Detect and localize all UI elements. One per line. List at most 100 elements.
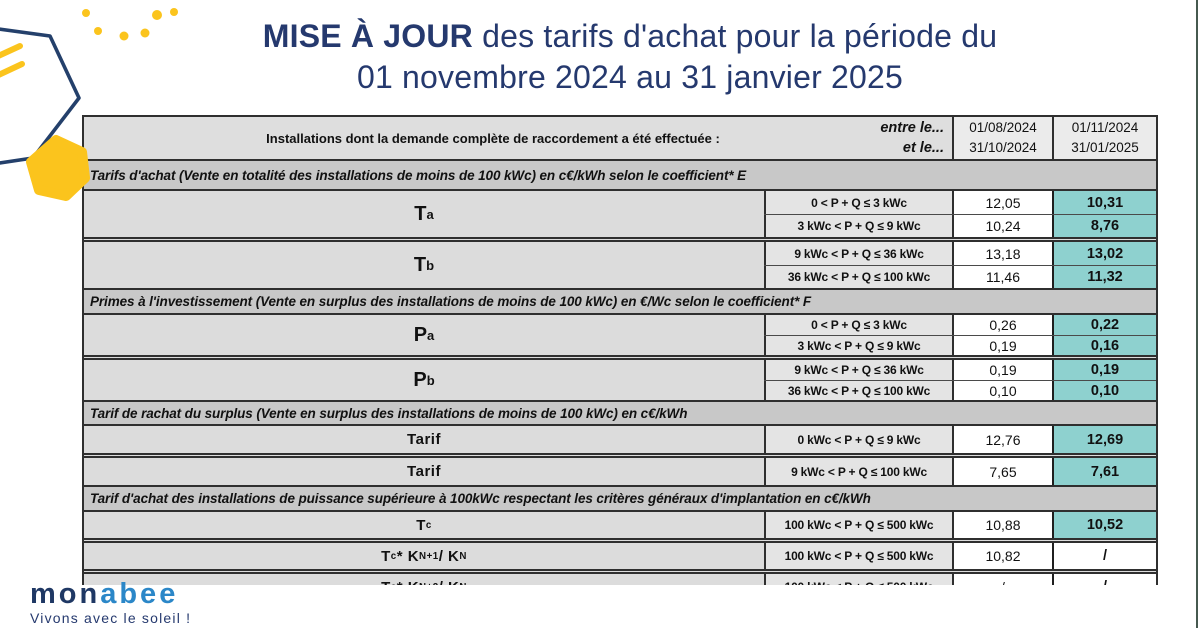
table-row: 0 < P + Q ≤ 3 kWc 0,26 0,22 bbox=[764, 315, 1156, 335]
group-rows: 100 kWc < P + Q ≤ 500 kWc 10,88 10,52 bbox=[764, 512, 1156, 538]
new-value-cell: 10,31 bbox=[1052, 191, 1156, 214]
new-value-cell: 0,10 bbox=[1052, 381, 1156, 400]
new-value-cell: 12,69 bbox=[1052, 426, 1156, 453]
old-value-cell: 10,82 bbox=[952, 543, 1052, 569]
yellow-dots-icon bbox=[82, 8, 178, 41]
table-row: 36 kWc < P + Q ≤ 100 kWc 11,46 11,32 bbox=[764, 265, 1156, 288]
old-value-cell: 11,46 bbox=[952, 266, 1052, 288]
table-row: 36 kWc < P + Q ≤ 100 kWc 0,10 0,10 bbox=[764, 380, 1156, 400]
condition-cell: 100 kWc < P + Q ≤ 500 kWc bbox=[764, 543, 952, 569]
condition-cell: 36 kWc < P + Q ≤ 100 kWc bbox=[764, 381, 952, 400]
condition-cell: 9 kWc < P + Q ≤ 36 kWc bbox=[764, 360, 952, 380]
table-row: 3 kWc < P + Q ≤ 9 kWc 0,19 0,16 bbox=[764, 335, 1156, 355]
yellow-hexagon-icon bbox=[26, 135, 90, 201]
condition-cell: 3 kWc < P + Q ≤ 9 kWc bbox=[764, 215, 952, 237]
table-row: 9 kWc < P + Q ≤ 36 kWc 0,19 0,19 bbox=[764, 360, 1156, 380]
new-value-cell: / bbox=[1052, 543, 1156, 569]
header-period-2-cell: 01/11/2024 31/01/2025 bbox=[1052, 117, 1156, 159]
monabee-logo: monabee Vivons avec le soleil ! bbox=[30, 578, 192, 627]
group-rows: 9 kWc < P + Q ≤ 100 kWc 7,65 7,61 bbox=[764, 458, 1156, 485]
hexagon-decoration bbox=[0, 8, 178, 201]
old-value-cell: 13,18 bbox=[952, 242, 1052, 265]
tariff-group: Tarif 9 kWc < P + Q ≤ 100 kWc 7,65 7,61 bbox=[84, 453, 1156, 485]
header-range-labels: entre le... et le... bbox=[832, 118, 952, 158]
new-value-cell: 7,61 bbox=[1052, 458, 1156, 485]
new-value-cell: 0,19 bbox=[1052, 360, 1156, 380]
header-between-label: entre le... bbox=[880, 120, 944, 136]
table-row: 9 kWc < P + Q ≤ 100 kWc 7,65 7,61 bbox=[764, 458, 1156, 485]
group-rows: 0 kWc < P + Q ≤ 9 kWc 12,76 12,69 bbox=[764, 426, 1156, 453]
section-title: Tarif de rachat du surplus (Vente en sur… bbox=[84, 400, 1156, 426]
logo-part-abee: abee bbox=[100, 578, 179, 610]
period-1-end: 31/10/2024 bbox=[969, 140, 1037, 155]
group-label: Tarif bbox=[407, 431, 441, 448]
table-row: 100 kWc < P + Q ≤ 500 kWc 10,88 10,52 bbox=[764, 512, 1156, 538]
condition-cell: 9 kWc < P + Q ≤ 36 kWc bbox=[764, 242, 952, 265]
period-2-start: 01/11/2024 bbox=[1071, 120, 1139, 135]
group-rows: 9 kWc < P + Q ≤ 36 kWc 0,19 0,19 36 kWc < P… bbox=[764, 360, 1156, 400]
condition-cell: 0 < P + Q ≤ 3 kWc bbox=[764, 315, 952, 335]
condition-cell: 0 kWc < P + Q ≤ 9 kWc bbox=[764, 426, 952, 453]
logo-part-mon: mon bbox=[30, 578, 101, 610]
new-value-cell: 8,76 bbox=[1052, 215, 1156, 237]
new-value-cell: / bbox=[1052, 574, 1156, 585]
group-rows: 100 kWc < P + Q ≤ 500 kWc 10,82/ bbox=[764, 543, 1156, 569]
table-row: 0 < P + Q ≤ 3 kWc 12,05 10,31 bbox=[764, 191, 1156, 214]
group-rows: 0 < P + Q ≤ 3 kWc 12,05 10,31 3 kWc < P + Q… bbox=[764, 191, 1156, 237]
section-title: Tarif d'achat des installations de puiss… bbox=[84, 485, 1156, 512]
old-value-cell: 0,19 bbox=[952, 336, 1052, 355]
group-rows: 0 < P + Q ≤ 3 kWc 0,26 0,22 3 kWc < P + Q ≤… bbox=[764, 315, 1156, 355]
yellow-dash-icon bbox=[0, 61, 25, 78]
old-value-cell: 12,05 bbox=[952, 191, 1052, 214]
new-value-cell: 11,32 bbox=[1052, 266, 1156, 288]
title-rest-part: des tarifs d'achat pour la période du bbox=[472, 18, 998, 54]
table-row: 9 kWc < P + Q ≤ 36 kWc 13,18 13,02 bbox=[764, 242, 1156, 265]
period-2-end: 31/01/2025 bbox=[1071, 140, 1139, 155]
group-rows: 100 kWc < P + Q ≤ 500 kWc// bbox=[764, 574, 1156, 585]
old-value-cell: / bbox=[952, 574, 1052, 585]
condition-cell: 0 < P + Q ≤ 3 kWc bbox=[764, 191, 952, 214]
yellow-dash-icon bbox=[0, 43, 23, 59]
section-title: Primes à l'investissement (Vente en surp… bbox=[84, 288, 1156, 315]
page-title: MISE À JOUR des tarifs d'achat pour la p… bbox=[150, 16, 1110, 98]
tariff-table: Installations dont la demande complète d… bbox=[82, 115, 1158, 585]
old-value-cell: 10,24 bbox=[952, 215, 1052, 237]
group-rows: 9 kWc < P + Q ≤ 36 kWc 13,18 13,02 36 kWc <… bbox=[764, 242, 1156, 288]
condition-cell: 100 kWc < P + Q ≤ 500 kWc bbox=[764, 574, 952, 585]
title-line-1: MISE À JOUR des tarifs d'achat pour la p… bbox=[150, 16, 1110, 57]
table-row: 100 kWc < P + Q ≤ 500 kWc// bbox=[764, 574, 1156, 585]
table-row: 0 kWc < P + Q ≤ 9 kWc 12,76 12,69 bbox=[764, 426, 1156, 453]
group-label: Tc * KN+2 / KN bbox=[84, 574, 764, 586]
header-and-label: et le... bbox=[902, 140, 944, 156]
header-left-cell: Installations dont la demande complète d… bbox=[84, 117, 952, 159]
old-value-cell: 7,65 bbox=[952, 458, 1052, 485]
new-value-cell: 10,52 bbox=[1052, 512, 1156, 538]
section-title: Tarifs d'achat (Vente en totalité des in… bbox=[84, 161, 1156, 191]
logo-tagline: Vivons avec le soleil ! bbox=[30, 610, 192, 626]
new-value-cell: 0,16 bbox=[1052, 336, 1156, 355]
new-value-cell: 0,22 bbox=[1052, 315, 1156, 335]
period-1-start: 01/08/2024 bbox=[969, 120, 1037, 135]
old-value-cell: 0,19 bbox=[952, 360, 1052, 380]
group-label: Tarif bbox=[407, 463, 441, 480]
tariff-group: Tarif 0 kWc < P + Q ≤ 9 kWc 12,76 12,69 bbox=[84, 426, 1156, 453]
condition-cell: 100 kWc < P + Q ≤ 500 kWc bbox=[764, 512, 952, 538]
new-value-cell: 13,02 bbox=[1052, 242, 1156, 265]
condition-cell: 36 kWc < P + Q ≤ 100 kWc bbox=[764, 266, 952, 288]
header-period-1-cell: 01/08/2024 31/10/2024 bbox=[952, 117, 1052, 159]
table-row: 3 kWc < P + Q ≤ 9 kWc 10,24 8,76 bbox=[764, 214, 1156, 237]
header-installations-label: Installations dont la demande complète d… bbox=[266, 130, 720, 146]
condition-cell: 3 kWc < P + Q ≤ 9 kWc bbox=[764, 336, 952, 355]
